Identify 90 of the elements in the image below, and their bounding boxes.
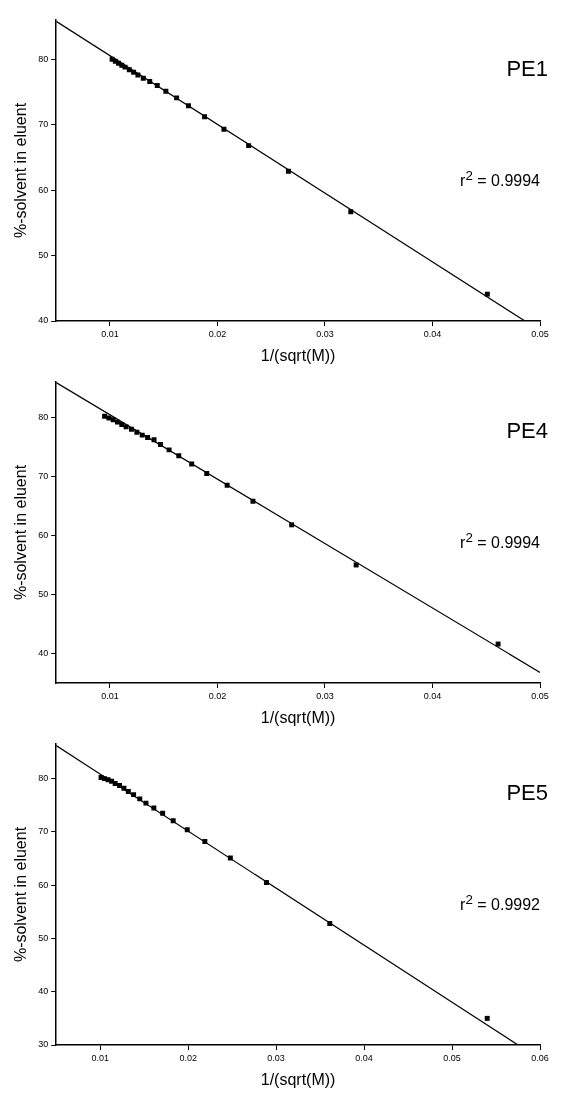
point	[160, 810, 166, 816]
y-axis-title: %-solvent in eluent	[12, 826, 30, 963]
x-axis-title: 1/(sqrt(M))	[260, 708, 336, 726]
y-tick-label: 60	[38, 879, 49, 890]
point	[224, 482, 230, 488]
point	[484, 1015, 490, 1021]
point	[263, 880, 269, 885]
point	[495, 641, 501, 647]
point	[246, 143, 252, 149]
point	[353, 562, 359, 568]
point	[123, 424, 129, 430]
point	[154, 82, 160, 88]
x-tick-label: 0.01	[101, 328, 119, 339]
x-tick-label: 0.03	[267, 1052, 285, 1063]
x-tick-label: 0.06	[531, 1052, 549, 1063]
annotation: r$^{2}$ = 0.9992	[460, 892, 540, 915]
point	[174, 95, 180, 101]
point	[221, 126, 227, 132]
point	[139, 432, 145, 438]
text: PE4	[506, 418, 548, 444]
x-tick-label: 0.02	[179, 1052, 197, 1063]
point	[166, 447, 172, 453]
y-tick-label: 60	[38, 184, 49, 195]
point	[158, 442, 163, 448]
x-tick-label: 0.04	[423, 328, 442, 339]
point	[117, 783, 123, 789]
x-tick-label: 0.03	[316, 328, 334, 339]
point	[110, 417, 116, 423]
point	[121, 785, 127, 791]
point	[327, 921, 333, 927]
annotation: r$^{2}$ = 0.9994	[460, 530, 540, 553]
y-tick-label: 70	[38, 119, 49, 130]
y-tick-label: 80	[38, 53, 49, 64]
point	[285, 168, 291, 174]
point	[204, 471, 210, 476]
point	[126, 67, 132, 73]
y-tick-label: 50	[38, 588, 49, 599]
x-tick-label: 0.02	[208, 690, 227, 701]
point	[250, 498, 256, 504]
point	[184, 827, 190, 833]
point	[176, 453, 182, 459]
point	[163, 88, 169, 94]
point	[185, 103, 191, 109]
point	[348, 209, 354, 215]
x-tick-label: 0.05	[531, 690, 549, 701]
point	[189, 461, 195, 467]
point	[289, 522, 295, 528]
point	[145, 435, 151, 440]
x-tick-label: 0.05	[531, 328, 549, 339]
point	[135, 72, 141, 78]
point	[484, 291, 490, 297]
y-axis-title: %-solvent in eluent	[12, 102, 30, 239]
x-tick-label: 0.05	[443, 1052, 461, 1063]
y-tick-label: 70	[38, 826, 49, 837]
x-tick-label: 0.03	[316, 690, 334, 701]
point	[125, 788, 131, 794]
y-tick-label: 60	[38, 529, 49, 540]
point	[202, 114, 208, 120]
annotation: r$^{2}$ = 0.9994	[460, 168, 540, 191]
y-tick-label: 40	[38, 986, 49, 997]
point	[143, 800, 149, 806]
point	[151, 437, 157, 443]
point	[147, 79, 153, 84]
y-tick-label: 70	[38, 470, 49, 481]
point	[134, 429, 140, 435]
x-tick-label: 0.04	[355, 1052, 373, 1063]
point	[119, 422, 125, 427]
y-tick-label: 50	[38, 250, 49, 261]
point	[140, 75, 146, 81]
x-tick-label: 0.04	[423, 690, 442, 701]
y-tick-label: 80	[38, 411, 49, 422]
y-tick-label: 30	[38, 1039, 49, 1050]
point	[170, 818, 176, 824]
y-tick-label: 80	[38, 773, 49, 784]
point	[137, 796, 143, 802]
y-axis-title: %-solvent in eluent	[12, 464, 30, 601]
text: PE5	[506, 780, 548, 806]
point	[131, 792, 137, 798]
text: PE1	[506, 56, 548, 82]
x-axis-title: 1/(sqrt(M))	[260, 1070, 336, 1088]
x-axis-title: 1/(sqrt(M))	[260, 346, 336, 364]
y-tick-label: 40	[38, 315, 49, 326]
point	[128, 426, 134, 432]
point	[151, 805, 157, 811]
point	[202, 839, 208, 844]
x-tick-label: 0.01	[91, 1052, 109, 1063]
y-tick-label: 50	[38, 932, 49, 943]
x-tick-label: 0.02	[208, 328, 227, 339]
y-tick-label: 40	[38, 647, 49, 658]
x-tick-label: 0.01	[101, 690, 119, 701]
